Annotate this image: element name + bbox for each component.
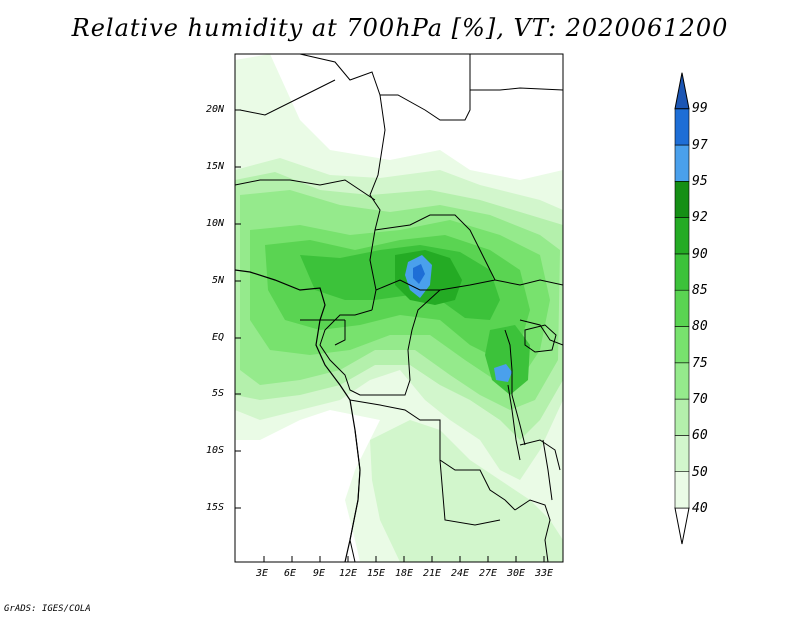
colorbar-label-80: 80 bbox=[692, 319, 708, 334]
lat-label-5s: 5S bbox=[212, 388, 225, 399]
lon-label-3e: 3E bbox=[256, 568, 269, 579]
lon-label-9e: 9E bbox=[313, 568, 326, 579]
colorbar-segment-6 bbox=[674, 289, 690, 327]
lon-label-24e: 24E bbox=[451, 568, 470, 579]
colorbar-label-50: 50 bbox=[692, 465, 708, 480]
lake-tanganyika bbox=[507, 384, 521, 461]
colorbar-segment-5 bbox=[674, 326, 690, 364]
lon-label-6e: 6E bbox=[284, 568, 297, 579]
lon-label-21e: 21E bbox=[423, 568, 442, 579]
colorbar-label-40: 40 bbox=[692, 501, 708, 516]
lon-label-12e: 12E bbox=[339, 568, 358, 579]
colorbar-segment-8 bbox=[674, 217, 690, 255]
lon-label-15e: 15E bbox=[367, 568, 386, 579]
lon-label-30e: 30E bbox=[507, 568, 526, 579]
colorbar-segment-1 bbox=[674, 471, 690, 509]
colorbar-label-97: 97 bbox=[692, 138, 708, 153]
lon-label-18e: 18E bbox=[395, 568, 414, 579]
lat-label-15s: 15S bbox=[206, 502, 225, 513]
rh-region-97 bbox=[413, 264, 425, 284]
colorbar-segment-10 bbox=[674, 144, 690, 182]
colorbar-segment-2 bbox=[674, 435, 690, 472]
humidity-field bbox=[235, 54, 563, 562]
colorbar-label-90: 90 bbox=[692, 247, 708, 262]
grads-credit: GrADS: IGES/COLA bbox=[4, 604, 91, 614]
colorbar-arrow-low bbox=[674, 507, 690, 545]
map-frame bbox=[234, 53, 564, 563]
lon-ticks bbox=[263, 556, 545, 562]
colorbar-label-60: 60 bbox=[692, 428, 708, 443]
colorbar-label-95: 95 bbox=[692, 174, 708, 189]
colorbar-segment-11 bbox=[674, 108, 690, 146]
rh-region-95-east bbox=[494, 364, 512, 382]
colorbar-segment-4 bbox=[674, 362, 690, 400]
colorbar-segment-3 bbox=[674, 398, 690, 436]
lat-label-10n: 10N bbox=[206, 218, 225, 229]
colorbar-arrow-high bbox=[674, 72, 690, 110]
colorbar-label-70: 70 bbox=[692, 392, 708, 407]
lat-label-eq: EQ bbox=[212, 332, 225, 343]
lake-malawi bbox=[542, 439, 553, 501]
lat-label-15n: 15N bbox=[206, 161, 225, 172]
lat-ticks bbox=[235, 109, 241, 509]
chart-title: Relative humidity at 700hPa [%], VT: 202… bbox=[71, 14, 729, 42]
colorbar-label-92: 92 bbox=[692, 210, 708, 225]
lake-victoria bbox=[524, 324, 557, 353]
lakes bbox=[507, 324, 557, 501]
colorbar-segment-9 bbox=[674, 181, 690, 218]
lon-label-27e: 27E bbox=[479, 568, 498, 579]
rh-region-50-south bbox=[370, 420, 563, 562]
lat-label-10s: 10S bbox=[206, 445, 225, 456]
coastline bbox=[235, 269, 361, 562]
lat-label-5n: 5N bbox=[212, 275, 225, 286]
colorbar-label-85: 85 bbox=[692, 283, 708, 298]
colorbar-segment-7 bbox=[674, 253, 690, 291]
lon-label-33e: 33E bbox=[535, 568, 554, 579]
colorbar-label-99: 99 bbox=[692, 101, 708, 116]
colorbar bbox=[674, 72, 690, 545]
lat-label-20n: 20N bbox=[206, 104, 225, 115]
colorbar-label-75: 75 bbox=[692, 356, 708, 371]
